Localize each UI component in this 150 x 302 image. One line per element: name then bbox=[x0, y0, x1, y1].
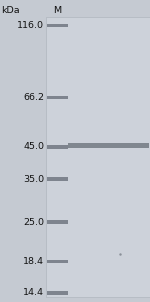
Text: 35.0: 35.0 bbox=[23, 175, 44, 184]
Bar bbox=[47, 96, 68, 99]
Text: M: M bbox=[53, 6, 61, 15]
Bar bbox=[47, 291, 68, 295]
Text: 18.4: 18.4 bbox=[23, 257, 44, 266]
Text: 14.4: 14.4 bbox=[23, 288, 44, 297]
Bar bbox=[47, 177, 68, 181]
Bar bbox=[47, 24, 68, 27]
Text: 45.0: 45.0 bbox=[23, 143, 44, 152]
Bar bbox=[47, 220, 68, 224]
Text: 66.2: 66.2 bbox=[23, 93, 44, 102]
Text: 116.0: 116.0 bbox=[17, 21, 44, 30]
Text: kDa: kDa bbox=[2, 6, 20, 15]
Text: 25.0: 25.0 bbox=[23, 218, 44, 227]
Bar bbox=[68, 143, 149, 148]
Bar bbox=[47, 145, 68, 149]
Bar bbox=[47, 260, 68, 263]
Bar bbox=[46, 17, 150, 297]
